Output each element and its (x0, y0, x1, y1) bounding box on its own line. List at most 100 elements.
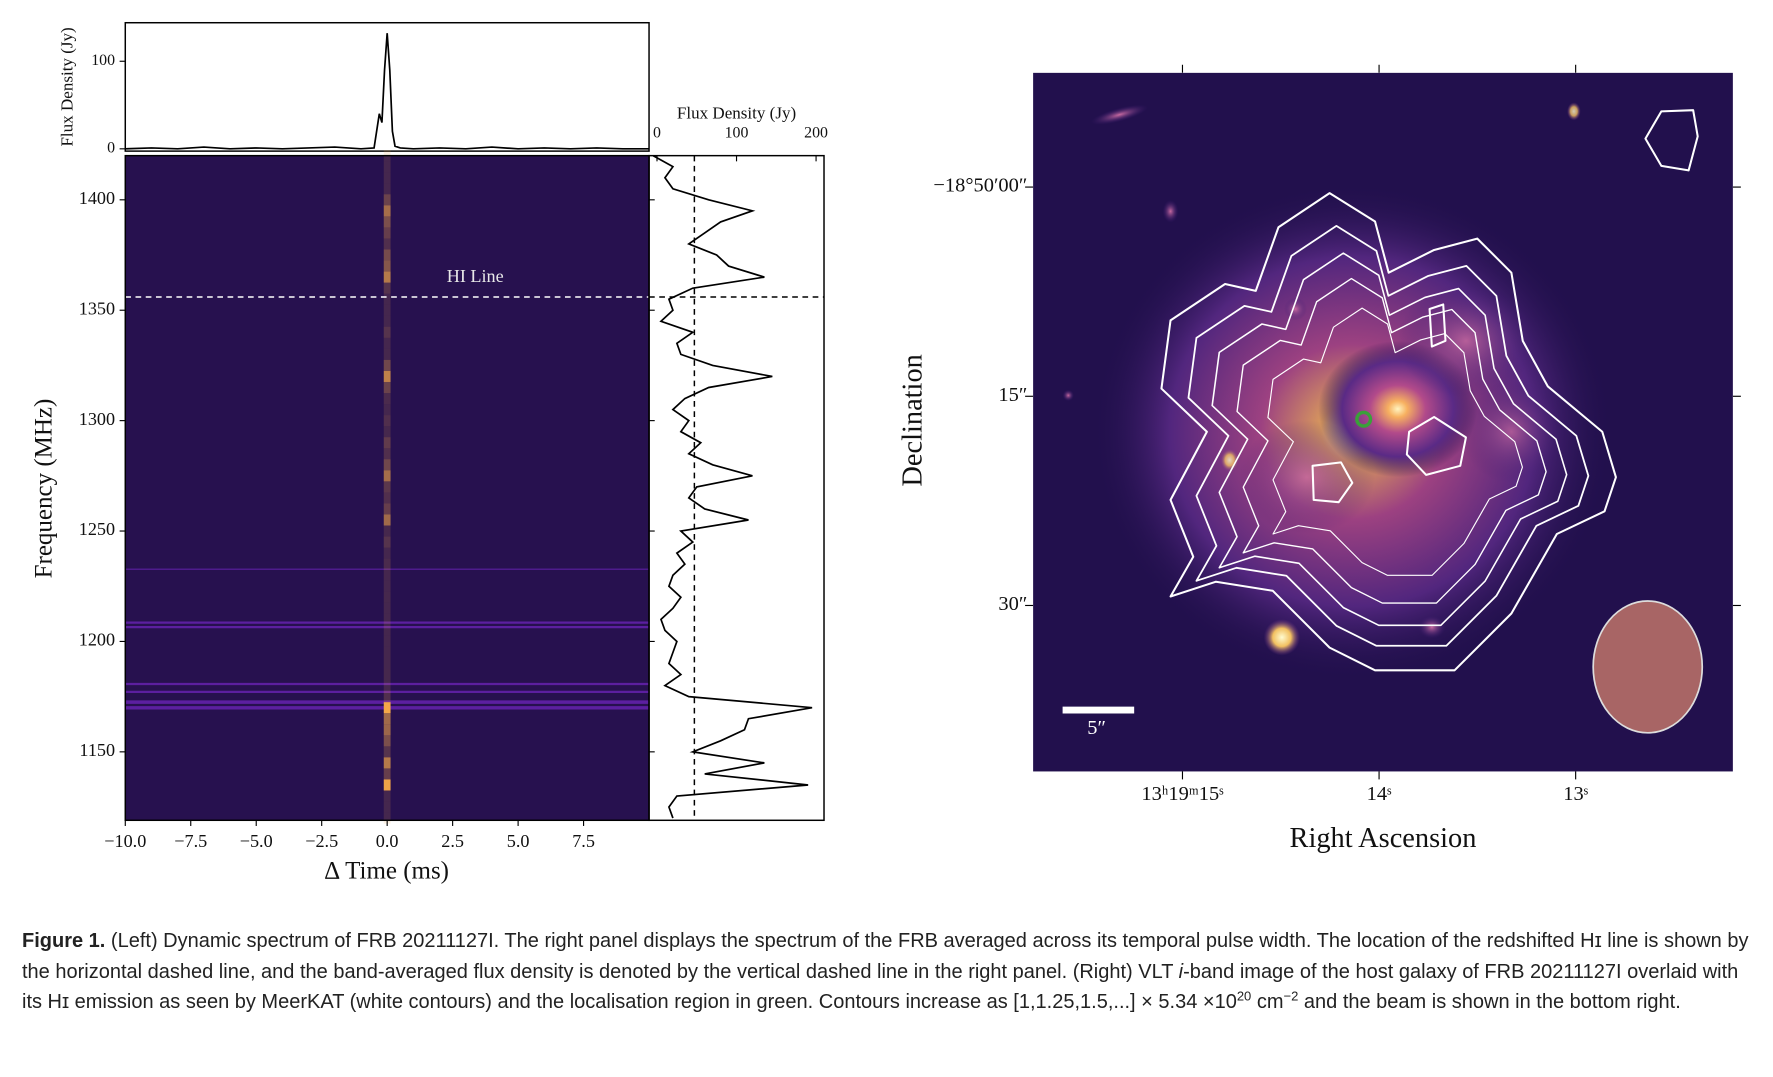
pulse-pixel (383, 337, 391, 349)
x-axis-label: Right Ascension (1290, 823, 1477, 854)
pulse-pixel (383, 735, 391, 747)
pulse-pixel (383, 271, 391, 283)
pulse-pixel (383, 481, 391, 493)
pulse-pixel (383, 613, 391, 625)
x-axis-label: Flux Density (Jy) (677, 104, 796, 123)
hi-line-label: HI Line (447, 266, 504, 286)
pulse-pixel (383, 591, 391, 603)
pulse-pixel (383, 293, 391, 305)
caption-text: (Left) Dynamic spectrum of FRB 20211127I… (22, 930, 1749, 983)
x-tick-label: 7.5 (572, 831, 595, 851)
pulse-pixel (383, 194, 391, 206)
pulse-pixel (383, 437, 391, 449)
pulse-pixel (383, 459, 391, 471)
x-tick-label: 2.5 (441, 831, 464, 851)
y-axis-label: Declination (897, 354, 928, 486)
pulse-pixel (383, 393, 391, 405)
pulse-pixel (383, 812, 391, 824)
pulse-pixel (383, 624, 391, 636)
pulse-pixel (383, 315, 391, 327)
pulse-pixel (383, 746, 391, 758)
y-tick-label: 30″ (998, 593, 1027, 615)
pulse-pixel (383, 492, 391, 504)
pulse-pixel (383, 448, 391, 460)
x-tick-label: 200 (804, 125, 828, 142)
caption-text: cm (1251, 991, 1284, 1013)
pulse-pixel (383, 602, 391, 614)
caption-text: −2 (1283, 988, 1299, 1004)
y-tick-label: 15″ (998, 384, 1027, 406)
pulse-pixel (383, 580, 391, 592)
pulse-pixel (383, 381, 391, 394)
pulse-pixel (383, 569, 391, 581)
pulse-pixel (383, 359, 391, 371)
x-tick-label: 5.0 (507, 831, 530, 851)
plot-frame (648, 154, 825, 822)
y-tick-label: 1400 (79, 188, 115, 208)
x-axis-label: Δ Time (ms) (324, 857, 449, 884)
spectrum-line (652, 154, 813, 819)
rfi-lines (125, 568, 650, 710)
pulse-pixel (383, 249, 391, 261)
y-axis-label: Frequency (MHz) (30, 399, 57, 579)
pulse-pixel (383, 768, 391, 780)
pulse-pixel (383, 205, 391, 217)
sky-image (1033, 72, 1733, 772)
caption-text: 20 (1236, 988, 1252, 1004)
y-tick-label: 1300 (79, 409, 115, 429)
pulse-pixel (383, 724, 391, 736)
pulse-pixel (383, 304, 391, 316)
pulse-pixel (383, 370, 391, 382)
pulse-pixel (383, 503, 391, 515)
pulse-pixel (383, 536, 391, 548)
caption: Figure 1. (Left) Dynamic spectrum of FRB… (22, 926, 1757, 1018)
pulse-pixel (383, 404, 391, 416)
x-tick-label: −2.5 (305, 831, 338, 851)
y-axis-label: Flux Density (Jy) (57, 27, 76, 146)
pulse-pixel (383, 227, 391, 239)
pulse-pixel (383, 702, 391, 714)
x-tick-label: −7.5 (174, 831, 207, 851)
pulse-pixel (383, 680, 391, 692)
pulse-pixel (383, 161, 391, 173)
caption-text: -band image of the host galaxy of FRB 20… (22, 960, 1739, 1014)
y-tick-label: −18°50′00″ (933, 175, 1027, 197)
x-tick-label: 0 (653, 125, 661, 142)
pulse-pixel (383, 260, 391, 272)
pulse-pixel (383, 657, 391, 670)
pulse-pixel (383, 514, 391, 526)
y-tick-label: 100 (91, 52, 115, 69)
pulse-pixel (383, 779, 391, 791)
x-tick-label: −5.0 (240, 831, 273, 851)
caption-label: Figure 1. (22, 930, 106, 952)
pulse-pixel (383, 646, 391, 658)
pulse-pixel (383, 801, 391, 813)
plot-frame (124, 21, 650, 152)
pulse-pixel (383, 558, 391, 570)
pulse-pixel (383, 790, 391, 802)
pulse-pixel (383, 713, 391, 725)
x-tick-label: 0.0 (376, 831, 399, 851)
pulse-pixel (383, 172, 391, 184)
x-tick-label: −10.0 (104, 831, 146, 851)
x-tick-label: 13ˢ (1563, 783, 1588, 805)
figure: 5″ 0 100 Flux Density (Jy) HI Line −10.0 −7.5… (30, 21, 1741, 884)
pulse-pixel (383, 470, 391, 482)
pulse-pixel (383, 238, 391, 250)
y-tick-label: 1350 (79, 298, 115, 318)
y-tick-label: 1200 (79, 630, 115, 650)
pulse-pixel (383, 525, 391, 537)
caption-text: and the beam is shown in the bottom righ… (1298, 991, 1681, 1013)
pulse-pixel (383, 669, 391, 681)
y-tick-label: 1150 (79, 740, 115, 760)
pulse-profile (125, 33, 650, 150)
x-tick-label: 100 (725, 125, 749, 142)
pulse-pixel (383, 326, 391, 338)
pulse-pixel (383, 282, 391, 294)
pulse-pixel (383, 183, 391, 195)
y-tick-label: 1250 (79, 519, 115, 539)
pulse-pixel (383, 757, 391, 769)
pulse-pixel (383, 348, 391, 360)
caption-text: i (1178, 960, 1184, 983)
